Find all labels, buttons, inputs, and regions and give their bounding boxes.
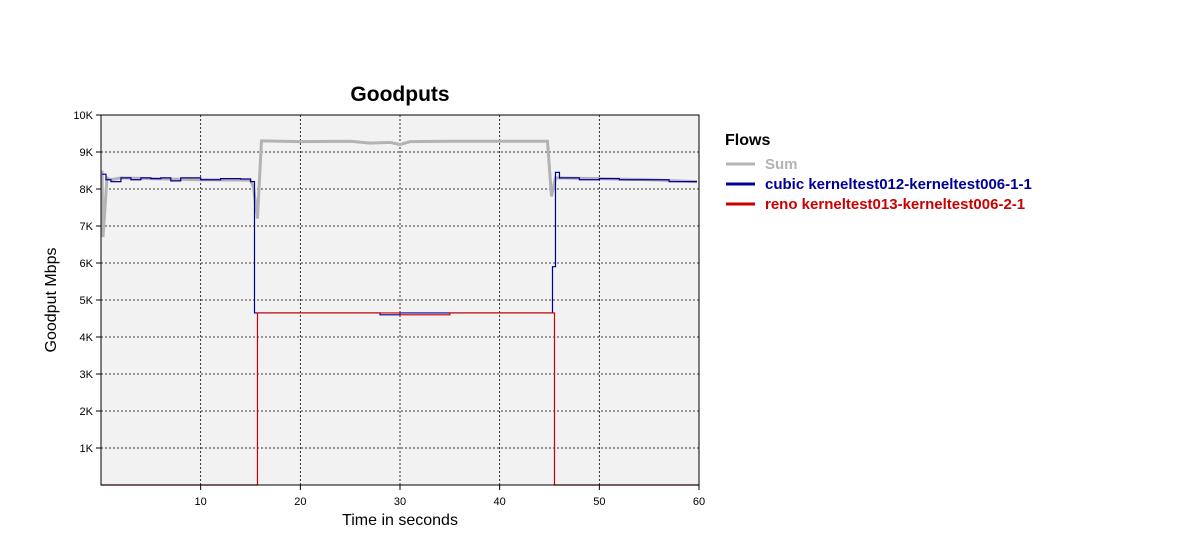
x-tick-label: 20 xyxy=(294,496,306,508)
y-axis-label: Goodput Mbps xyxy=(43,248,60,353)
y-tick-label: 7K xyxy=(80,221,94,233)
legend: Flows Sum cubic kerneltest012-kerneltest0… xyxy=(725,132,1032,213)
y-tick-label: 1K xyxy=(80,443,94,455)
y-tick-label: 5K xyxy=(80,295,94,307)
legend-entry-3: reno kerneltest013-kerneltest006-2-1 xyxy=(765,196,1025,213)
axis-ticks: 10 20 30 40 50 60 1K 2K 3K 4K 5K 6K 7K 8K 9K 10K xyxy=(73,110,705,508)
x-tick-label: 10 xyxy=(195,496,207,508)
series-line-3 xyxy=(101,312,699,486)
x-tick-label: 50 xyxy=(593,496,605,508)
legend-entry-2: cubic kerneltest012-kerneltest006-1-1 xyxy=(765,176,1032,193)
series-lines xyxy=(100,139,699,486)
chart-title: Goodputs xyxy=(350,83,449,106)
legend-entry-1: Sum xyxy=(765,156,798,173)
legend-title: Flows xyxy=(725,132,770,149)
y-tick-label: 4K xyxy=(80,332,94,344)
y-tick-label: 6K xyxy=(80,258,94,270)
y-tick-label: 9K xyxy=(80,147,94,159)
y-tick-label: 8K xyxy=(80,184,94,196)
x-tick-label: 60 xyxy=(693,496,705,508)
y-tick-label: 3K xyxy=(80,369,94,381)
grid-lines xyxy=(101,115,699,485)
x-tick-label: 30 xyxy=(394,496,406,508)
x-tick-label: 40 xyxy=(494,496,506,508)
y-tick-label: 2K xyxy=(80,406,94,418)
x-axis-label: Time in seconds xyxy=(342,512,458,529)
y-tick-label: 10K xyxy=(73,110,93,122)
series-line-2 xyxy=(102,171,698,316)
